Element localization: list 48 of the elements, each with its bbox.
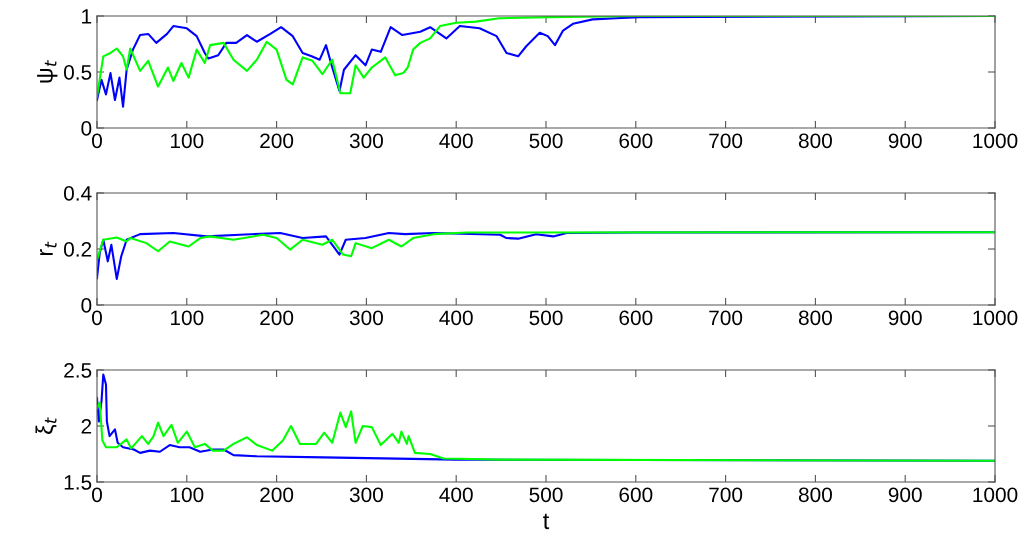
x-tick-label: 100 (171, 133, 204, 149)
x-tick-label: 400 (439, 133, 473, 149)
x-tick-label: 900 (888, 133, 922, 149)
x-tick-label: 400 (439, 487, 473, 503)
x-tick-label: 700 (709, 310, 743, 326)
x-tick-label: 500 (529, 133, 563, 149)
y-tick-label: 0.2 (63, 242, 92, 257)
y-tick-label: 2.5 (64, 363, 92, 378)
x-tick-label: 600 (619, 133, 653, 149)
x-tick-label: 500 (529, 487, 563, 503)
x-tick-label: 500 (529, 310, 563, 326)
y-tick-label: 0.4 (63, 186, 92, 201)
y-tick-label: 0 (81, 121, 92, 136)
x-tick-label: 800 (798, 133, 832, 149)
x-tick-label: 200 (260, 487, 294, 503)
x-tick-label: 800 (798, 487, 832, 503)
x-tick-label: 200 (260, 133, 294, 149)
x-tick-label: 600 (619, 487, 653, 503)
x-tick-label: 0 (92, 310, 102, 326)
x-tick-label: 300 (349, 310, 383, 326)
y-tick-label: 1.5 (64, 475, 92, 490)
y-tick-label: 0.5 (63, 65, 92, 80)
x-tick-label: 900 (888, 310, 922, 326)
x-tick-label: 200 (260, 310, 294, 326)
x-tick-label: 100 (171, 487, 204, 503)
x-tick-label: 400 (439, 310, 473, 326)
x-tick-label: 700 (709, 487, 743, 503)
y-axis-title: ξ$_{t}$ (35, 417, 57, 434)
x-tick-label: 1000 (973, 487, 1018, 503)
x-axis-title: t (543, 513, 550, 530)
y-tick-label: 2 (81, 419, 92, 434)
y-tick-label: 1 (82, 9, 92, 24)
x-tick-label: 100 (171, 310, 204, 326)
y-axis-title: ψ$_{t}$ (37, 60, 58, 83)
x-tick-label: 600 (619, 310, 653, 326)
y-tick-label: 0 (81, 298, 92, 313)
x-tick-label: 300 (349, 487, 383, 503)
x-tick-label: 1000 (973, 133, 1018, 149)
x-tick-label: 800 (798, 310, 832, 326)
line-series (97, 231, 995, 261)
x-tick-label: 300 (349, 133, 383, 149)
x-tick-label: 0 (92, 487, 102, 503)
line-series (97, 401, 995, 462)
x-tick-label: 1000 (973, 310, 1018, 326)
x-tick-label: 700 (709, 133, 743, 149)
x-tick-label: 0 (92, 133, 102, 149)
y-axis-title: r$_{t}$ (39, 241, 57, 256)
x-tick-label: 900 (888, 487, 922, 503)
